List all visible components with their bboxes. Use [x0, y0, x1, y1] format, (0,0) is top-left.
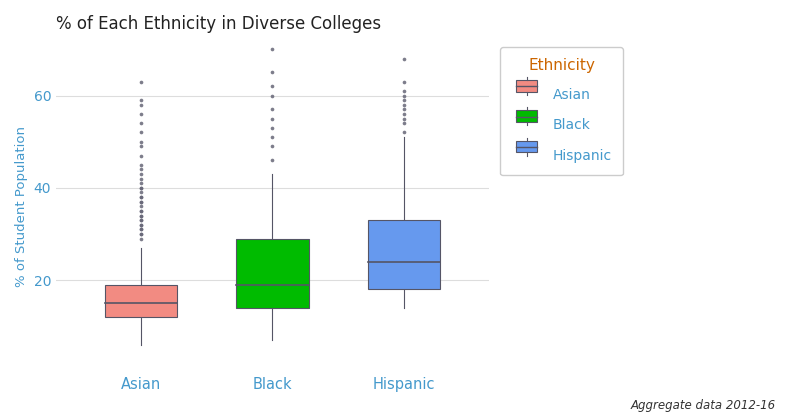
Point	[135, 138, 148, 145]
Point	[135, 212, 148, 219]
Point	[135, 231, 148, 237]
Legend: Asian, Black, Hispanic: Asian, Black, Hispanic	[500, 47, 623, 175]
Point	[135, 166, 148, 173]
Point	[135, 198, 148, 205]
Point	[135, 78, 148, 85]
Point	[266, 69, 279, 76]
Point	[135, 97, 148, 103]
Point	[266, 143, 279, 150]
Point	[135, 221, 148, 228]
Point	[397, 97, 410, 103]
Point	[266, 83, 279, 89]
Point	[135, 101, 148, 108]
Bar	[236, 239, 309, 308]
Point	[135, 217, 148, 223]
Point	[135, 120, 148, 126]
Point	[135, 226, 148, 233]
Point	[397, 106, 410, 113]
Point	[135, 207, 148, 214]
Point	[135, 175, 148, 182]
Point	[397, 129, 410, 136]
Text: Aggregate data 2012-16: Aggregate data 2012-16	[631, 399, 776, 412]
Point	[135, 198, 148, 205]
Point	[266, 134, 279, 140]
Point	[397, 55, 410, 62]
Point	[135, 217, 148, 223]
Point	[397, 110, 410, 117]
Point	[135, 226, 148, 233]
Point	[397, 78, 410, 85]
Point	[135, 194, 148, 200]
Text: % of Each Ethnicity in Diverse Colleges: % of Each Ethnicity in Diverse Colleges	[56, 15, 381, 33]
Point	[397, 92, 410, 99]
Point	[266, 92, 279, 99]
Point	[397, 115, 410, 122]
Point	[397, 87, 410, 94]
Point	[135, 235, 148, 242]
Point	[135, 212, 148, 219]
Point	[135, 203, 148, 210]
Point	[135, 207, 148, 214]
Point	[135, 129, 148, 136]
Point	[266, 46, 279, 52]
Point	[266, 106, 279, 113]
Point	[266, 157, 279, 163]
Point	[135, 143, 148, 150]
Point	[135, 180, 148, 186]
Point	[266, 124, 279, 131]
Point	[135, 171, 148, 177]
Point	[135, 152, 148, 159]
Y-axis label: % of Student Population: % of Student Population	[15, 126, 28, 287]
Point	[135, 194, 148, 200]
Point	[397, 120, 410, 126]
Bar	[106, 285, 178, 317]
Point	[135, 184, 148, 191]
Bar	[367, 220, 440, 289]
Point	[135, 184, 148, 191]
Point	[135, 161, 148, 168]
Point	[135, 221, 148, 228]
Point	[266, 115, 279, 122]
Point	[135, 110, 148, 117]
Point	[397, 101, 410, 108]
Point	[135, 189, 148, 196]
Point	[135, 231, 148, 237]
